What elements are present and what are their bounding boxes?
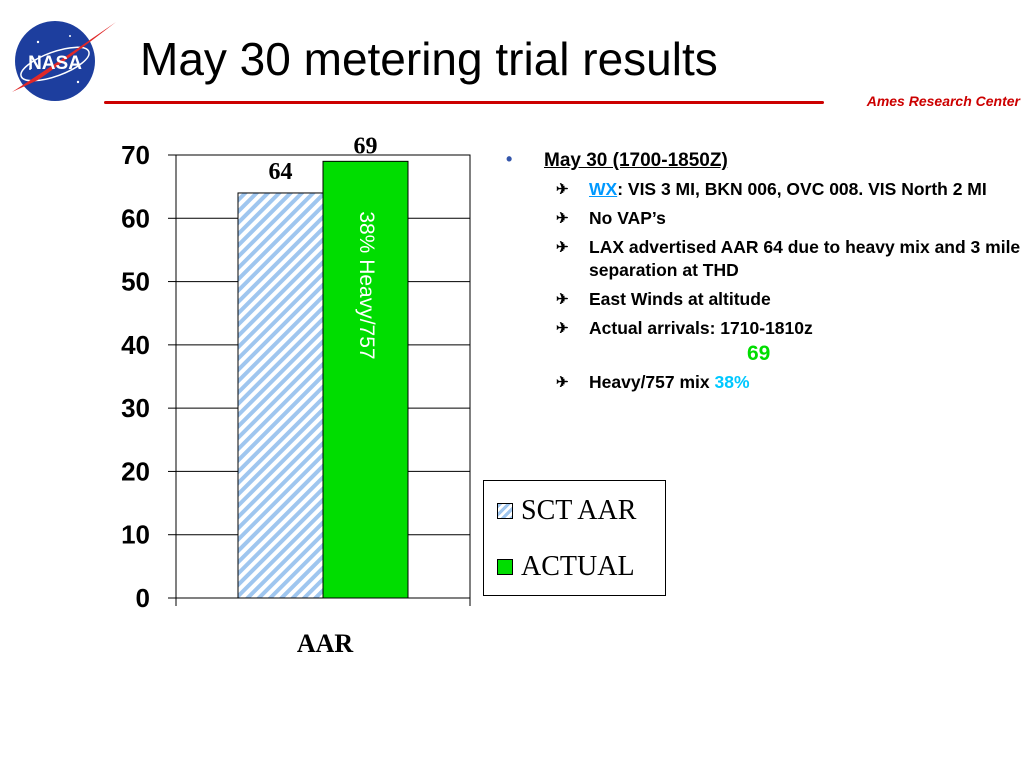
sub-bullet-winds: ✈ East Winds at altitude [556, 288, 1022, 311]
airplane-icon: ✈ [556, 320, 569, 337]
legend-item-sct-aar: SCT AAR [497, 495, 636, 527]
sub-bullet-wx: ✈ WX: VIS 3 MI, BKN 006, OVC 008. VIS No… [556, 178, 1022, 201]
heavy-mix-value: 38% [714, 372, 750, 392]
y-tick-label: 10 [121, 520, 150, 550]
sub-bullet-text: Actual arrivals: 1710-1810z [589, 318, 813, 338]
data-label: 69 [354, 133, 378, 159]
legend-item-actual: ACTUAL [497, 551, 635, 583]
main-bullet-text: May 30 (1700-1850Z) [544, 150, 728, 171]
arrivals-value: 69 [747, 342, 771, 365]
page-title: May 30 metering trial results [140, 33, 718, 85]
bar-sct-aar [237, 192, 324, 599]
y-tick-label: 0 [136, 583, 150, 613]
sub-bullet-vap: ✈ No VAP’s [556, 207, 1022, 230]
y-tick-label: 70 [121, 140, 150, 170]
data-label: 64 [269, 159, 293, 185]
sub-bullet-text: LAX advertised AAR 64 due to heavy mix a… [589, 237, 1021, 280]
airplane-icon: ✈ [556, 210, 569, 227]
main-bullet: • May 30 (1700-1850Z) [506, 149, 1022, 172]
y-tick-label: 30 [121, 393, 150, 423]
airplane-icon: ✈ [556, 374, 569, 391]
sub-bullet-text: No VAP’s [589, 208, 666, 228]
bullet-list: • May 30 (1700-1850Z) ✈ WX: VIS 3 MI, BK… [502, 149, 1022, 394]
center-name: Ames Research Center [866, 93, 1020, 109]
sub-bullet-text: East Winds at altitude [589, 289, 771, 309]
y-tick-label: 60 [121, 203, 150, 233]
airplane-icon: ✈ [556, 239, 569, 256]
bar-actual [322, 160, 409, 599]
chart-legend: SCT AAR ACTUAL [483, 480, 666, 596]
sub-bullet-arrivals: ✈ Actual arrivals: 1710-1810z 69 [556, 317, 1022, 365]
legend-label-actual: ACTUAL [521, 551, 635, 582]
bullet-dot-icon: • [506, 149, 513, 169]
sub-bullet-heavy: ✈ Heavy/757 mix 38% [556, 371, 1022, 394]
sub-bullet-text: Heavy/757 mix [589, 372, 710, 392]
y-tick-label: 20 [121, 456, 150, 486]
sub-bullet-lax: ✈ LAX advertised AAR 64 due to heavy mix… [556, 236, 1022, 282]
legend-swatch-actual [497, 559, 513, 575]
legend-label-sct-aar: SCT AAR [521, 495, 637, 526]
bar-chart: 0 10 20 30 40 50 60 70 64 69 38% Heavy/757 AAR [0, 130, 480, 670]
title-rule [104, 101, 824, 104]
chart-svg: 0 10 20 30 40 50 60 70 64 69 38% Heavy/757 AAR [121, 133, 471, 658]
wx-label: WX [589, 179, 618, 199]
logo-text: NASA [28, 53, 82, 74]
airplane-icon: ✈ [556, 291, 569, 308]
bar-annotation: 38% Heavy/757 [355, 211, 378, 359]
legend-swatch-sct-aar [497, 503, 513, 519]
nasa-logo: NASA [8, 14, 118, 104]
sub-bullet-text: : VIS 3 MI, BKN 006, OVC 008. VIS North … [617, 179, 987, 199]
y-tick-label: 50 [121, 267, 150, 297]
x-category-label: AAR [297, 629, 354, 658]
airplane-icon: ✈ [556, 181, 569, 198]
y-tick-label: 40 [121, 330, 150, 360]
